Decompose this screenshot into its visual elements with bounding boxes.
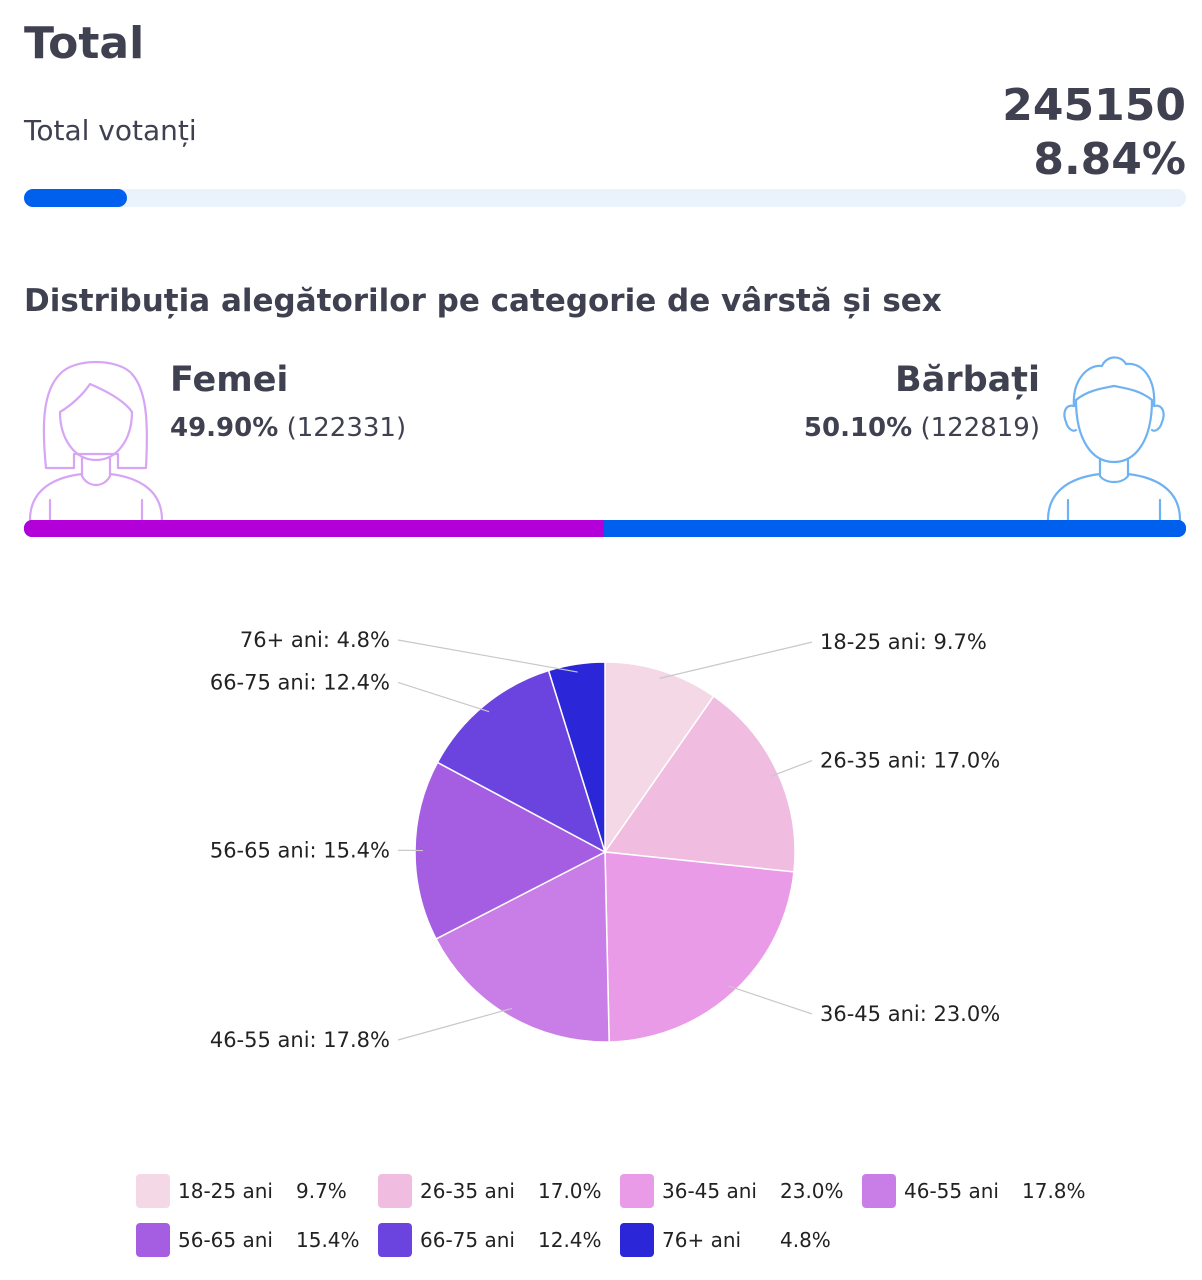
legend-label: 76+ ani: [662, 1228, 742, 1252]
legend-swatch: [620, 1223, 654, 1257]
male-avatar-icon: [1046, 356, 1182, 522]
legend-value: 17.8%: [1022, 1179, 1086, 1203]
turnout-count: 245150: [1002, 80, 1186, 131]
callout-label-18-25-ani: 18-25 ani: 9.7%: [820, 630, 987, 654]
legend-value: 23.0%: [780, 1179, 844, 1203]
legend-value: 4.8%: [780, 1228, 831, 1252]
pie-slice-46-55-ani: [435, 850, 610, 1043]
callout-line-26-35-ani: [770, 760, 813, 777]
legend-swatch: [620, 1174, 654, 1208]
male-percent: 50.10%: [803, 413, 913, 443]
female-count: (122331): [286, 413, 407, 443]
age-pie-chart: 18-25 ani: 9.7% 26-35 ani: 17.0% 36-45 ani…: [210, 628, 1000, 1052]
male-count: (122819): [920, 413, 1040, 443]
page-title: Total: [24, 18, 145, 69]
legend-label: 46-55 ani: [904, 1179, 999, 1203]
male-name: Bărbați: [895, 360, 1040, 400]
turnout-label: Total votanți: [24, 114, 197, 147]
legend-swatch: [378, 1223, 412, 1257]
pie-slice-36-45-ani: [604, 851, 795, 1043]
gender-split-male: [603, 520, 1186, 537]
gender-split-female: [24, 520, 604, 537]
pie-slice-18-25-ani: [604, 661, 715, 855]
legend-label: 18-25 ani: [178, 1179, 273, 1203]
legend-value: 15.4%: [296, 1228, 360, 1252]
legend-value: 17.0%: [538, 1179, 602, 1203]
legend-value: 9.7%: [296, 1179, 347, 1203]
legend-swatch: [136, 1223, 170, 1257]
pie-slice-76plus-ani: [547, 661, 606, 853]
callout-label-56-65-ani: 56-65 ani: 15.4%: [210, 838, 390, 862]
callout-label-26-35-ani: 26-35 ani: 17.0%: [820, 749, 1000, 773]
callout-line-18-25-ani: [659, 641, 813, 679]
legend-value: 12.4%: [538, 1228, 602, 1252]
legend-swatch: [862, 1174, 896, 1208]
turnout-progress-bar: [24, 189, 1186, 207]
turnout-percent: 8.84%: [1033, 134, 1186, 185]
female-percent: 49.90%: [170, 413, 279, 443]
female-name: Femei: [170, 360, 289, 400]
legend-label: 66-75 ani: [420, 1228, 515, 1252]
legend-label: 56-65 ani: [178, 1228, 273, 1252]
turnout-progress-fill: [24, 189, 127, 207]
legend-label: 26-35 ani: [420, 1179, 515, 1203]
gender-split-bar: [24, 520, 1186, 537]
callout-line-66-75-ani: [397, 681, 490, 713]
legend-swatch: [136, 1174, 170, 1208]
distribution-title: Distribuția alegătorilor pe categorie de…: [24, 283, 942, 319]
pie-slice-66-75-ani: [436, 669, 607, 854]
callout-line-76plus-ani: [397, 639, 578, 673]
legend-label: 36-45 ani: [662, 1179, 757, 1203]
callout-line-36-45-ani: [728, 985, 813, 1015]
legend-swatch: [378, 1174, 412, 1208]
callout-label-36-45-ani: 36-45 ani: 23.0%: [820, 1002, 1000, 1026]
callout-label-46-55-ani: 46-55 ani: 17.8%: [210, 1028, 390, 1052]
male-stat: 50.10% (122819): [804, 413, 1040, 443]
callout-label-76plus-ani: 76+ ani: 4.8%: [240, 628, 390, 652]
callout-line-46-55-ani: [397, 1007, 513, 1041]
female-avatar-icon: [28, 360, 164, 522]
callout-label-66-75-ani: 66-75 ani: 12.4%: [210, 670, 390, 694]
female-stat: 49.90% (122331): [170, 413, 406, 443]
